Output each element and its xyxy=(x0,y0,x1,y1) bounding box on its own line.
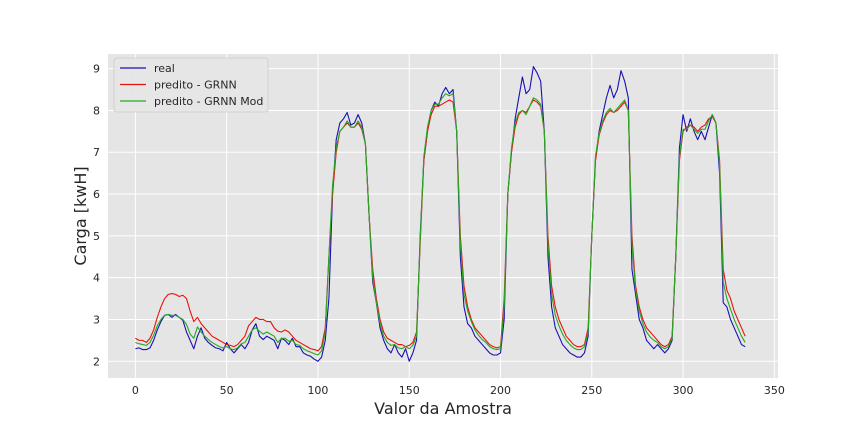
y-tick-label: 6 xyxy=(93,188,100,201)
legend-box xyxy=(113,57,269,113)
y-tick-label: 5 xyxy=(93,230,100,243)
y-axis-ticks: 2 3 4 5 6 7 8 9 xyxy=(93,63,100,369)
grid-lines xyxy=(108,54,778,378)
legend: real predito - GRNN predito - GRNN Mod xyxy=(113,57,269,113)
y-axis-label: Carga [kwH] xyxy=(71,166,90,265)
y-tick-label: 4 xyxy=(93,272,100,285)
x-tick-label: 200 xyxy=(490,384,511,397)
legend-label: real xyxy=(154,62,175,75)
x-tick-label: 300 xyxy=(673,384,694,397)
y-tick-label: 7 xyxy=(93,146,100,159)
series-line-2 xyxy=(135,93,746,356)
legend-label: predito - GRNN xyxy=(154,79,237,92)
y-tick-label: 9 xyxy=(93,63,100,76)
y-tick-label: 8 xyxy=(93,104,100,117)
legend-label: predito - GRNN Mod xyxy=(154,95,263,108)
x-tick-label: 50 xyxy=(220,384,234,397)
x-tick-label: 0 xyxy=(132,384,139,397)
x-tick-label: 250 xyxy=(581,384,602,397)
x-axis-ticks: 0 50 100 150 200 250 300 350 xyxy=(132,384,785,397)
x-tick-label: 100 xyxy=(307,384,328,397)
y-tick-label: 2 xyxy=(93,355,100,368)
series-line-1 xyxy=(135,99,746,352)
x-tick-label: 150 xyxy=(399,384,420,397)
series-layer xyxy=(135,65,746,362)
y-tick-label: 3 xyxy=(93,313,100,326)
x-tick-label: 350 xyxy=(764,384,785,397)
x-axis-label: Valor da Amostra xyxy=(374,399,512,418)
